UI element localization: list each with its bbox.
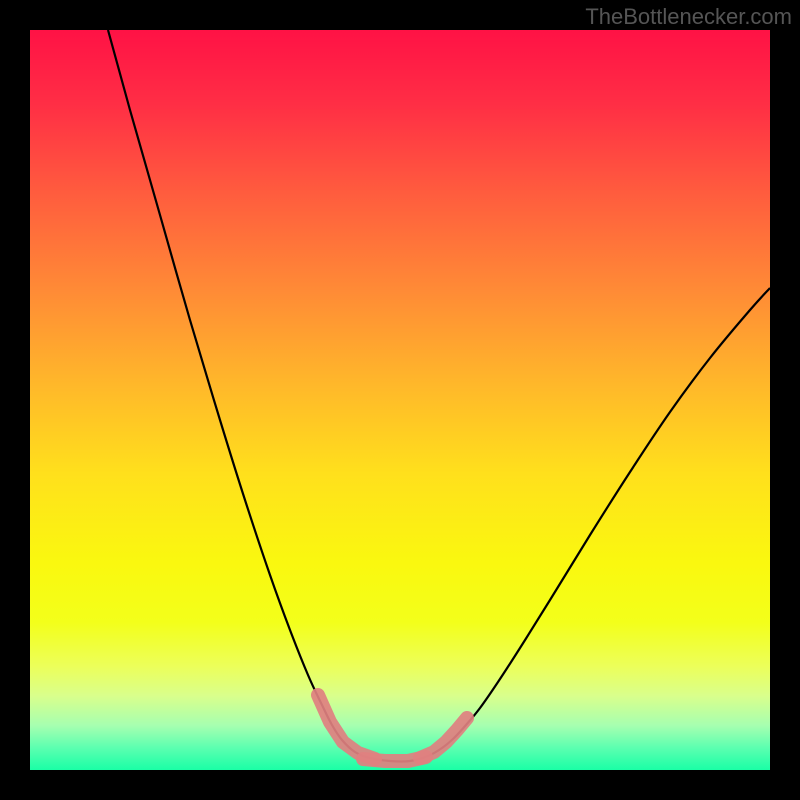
highlight-segment-right xyxy=(420,718,467,758)
chart-svg xyxy=(30,30,770,770)
highlight-segment-left xyxy=(318,695,375,759)
plot-area xyxy=(30,30,770,770)
bottleneck-curve xyxy=(108,30,770,762)
watermark-text: TheBottlenecker.com xyxy=(585,4,792,30)
